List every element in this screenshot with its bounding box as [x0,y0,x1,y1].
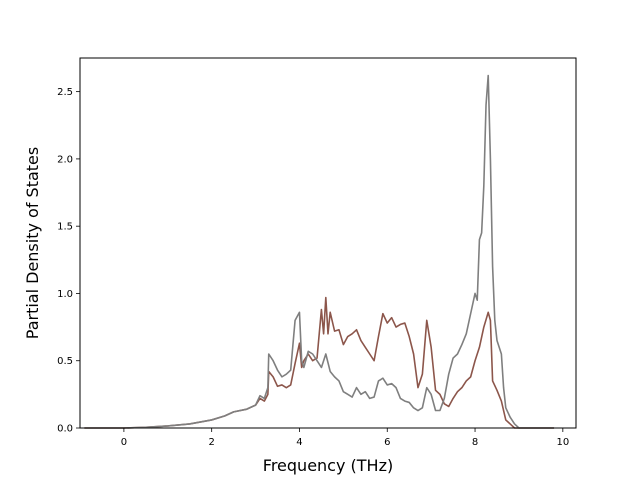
y-tick-label: 2.0 [57,154,73,165]
y-axis: 0.0 0.5 1.0 1.5 2.0 2.5 [57,87,80,435]
y-tick-label: 1.0 [57,289,73,300]
y-axis-title: Partial Density of States [23,147,42,339]
x-tick-label: 8 [472,437,478,448]
y-tick-label: 0.0 [57,424,73,435]
x-tick-label: 4 [296,437,302,448]
x-tick-label: 0 [121,437,127,448]
series-lines [84,74,555,429]
x-tick-label: 2 [208,437,214,448]
series-line-2 [84,74,555,429]
y-tick-label: 1.5 [57,222,73,233]
y-tick-label: 2.5 [57,87,73,98]
x-tick-label: 10 [556,437,569,448]
x-tick-label: 6 [384,437,390,448]
plot-frame [79,57,577,429]
y-tick-label: 0.5 [57,356,73,367]
x-axis-title: Frequency (THz) [263,456,393,475]
x-axis: 0 2 4 6 8 10 [121,428,569,448]
